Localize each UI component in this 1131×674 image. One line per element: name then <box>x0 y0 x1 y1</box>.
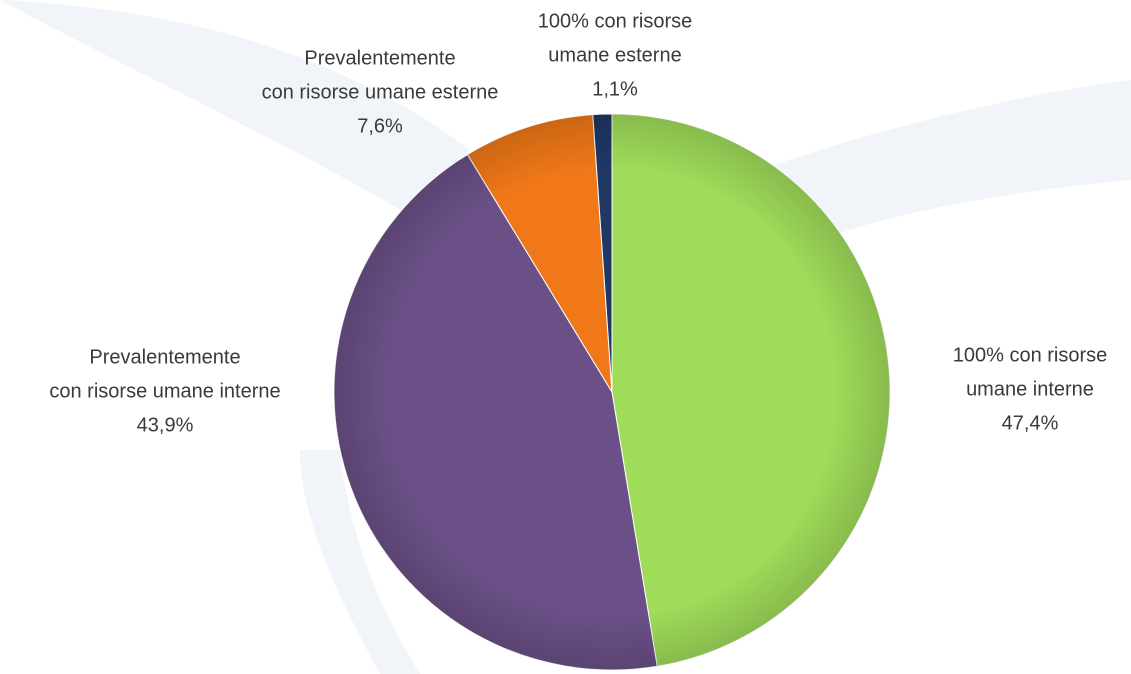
value-label: 7,6% <box>357 115 403 137</box>
value-label: 43,9% <box>137 414 194 436</box>
category-label: umane esterne <box>548 44 681 66</box>
category-label: con risorse umane interne <box>49 380 280 402</box>
value-label: 1,1% <box>592 78 638 100</box>
category-label: 100% con risorse <box>538 10 693 32</box>
category-label: Prevalentemente <box>89 346 240 368</box>
value-label: 47,4% <box>1002 412 1059 434</box>
labels: 100% con risorse umane interne 47,4% Preval… <box>49 10 1107 436</box>
category-label: Prevalentemente <box>304 47 455 69</box>
category-label: umane interne <box>966 378 1094 400</box>
category-label: 100% con risorse <box>953 344 1108 366</box>
slices <box>333 113 891 671</box>
category-label: con risorse umane esterne <box>262 81 499 103</box>
